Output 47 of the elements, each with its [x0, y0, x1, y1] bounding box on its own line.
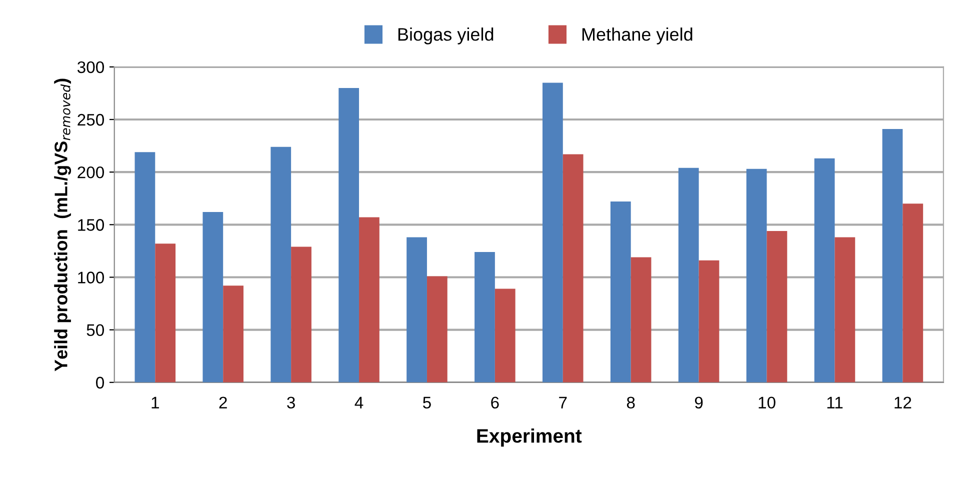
x-tick-label: 1 — [152, 396, 159, 408]
legend-label: Biogas yield — [398, 28, 494, 44]
bar — [426, 276, 448, 382]
x-tick-label: 2 — [219, 396, 227, 408]
bar — [406, 237, 427, 382]
y-tick-label: 0 — [96, 376, 104, 389]
bar — [834, 237, 856, 382]
x-axis-title: Experiment — [477, 428, 582, 447]
bar — [766, 230, 788, 382]
bar — [902, 204, 924, 382]
x-tick-label: 6 — [491, 396, 499, 409]
bar — [338, 88, 360, 382]
bar — [134, 152, 156, 382]
bar — [882, 128, 903, 382]
y-tick-label: 50 — [86, 324, 104, 336]
legend-label: Methane yield — [582, 28, 692, 44]
x-tick-label: 3 — [287, 396, 295, 409]
bar — [270, 146, 292, 382]
bar — [474, 252, 495, 382]
x-tick-label: 10 — [758, 396, 776, 409]
x-tick-label: 7 — [559, 396, 567, 408]
x-tick-label: 12 — [894, 396, 912, 408]
y-tick-label: 150 — [78, 219, 104, 231]
x-tick-label: 4 — [354, 396, 364, 408]
bar — [610, 202, 631, 382]
bar — [698, 260, 720, 382]
y-tick-label: 300 — [77, 61, 104, 74]
bar — [542, 82, 563, 382]
bar — [814, 158, 835, 382]
y-tick-label: 200 — [78, 166, 104, 178]
x-tick-label: 9 — [694, 396, 703, 409]
bar — [746, 168, 767, 382]
x-tick-label: 11 — [827, 396, 843, 408]
y-tick-label: 250 — [78, 114, 104, 126]
bar — [202, 212, 224, 382]
y-axis-title: Yeild production (mL./gVS$_{removed}$) — [54, 78, 72, 372]
bar — [223, 286, 244, 382]
bar — [155, 244, 176, 382]
bar — [494, 288, 516, 382]
bar — [630, 257, 652, 382]
y-tick-label: 100 — [78, 272, 104, 284]
bar — [678, 168, 699, 382]
x-tick-label: 5 — [423, 396, 431, 409]
bar — [291, 246, 312, 382]
bar — [359, 217, 380, 382]
bar — [562, 154, 584, 382]
x-tick-label: 8 — [626, 396, 635, 409]
